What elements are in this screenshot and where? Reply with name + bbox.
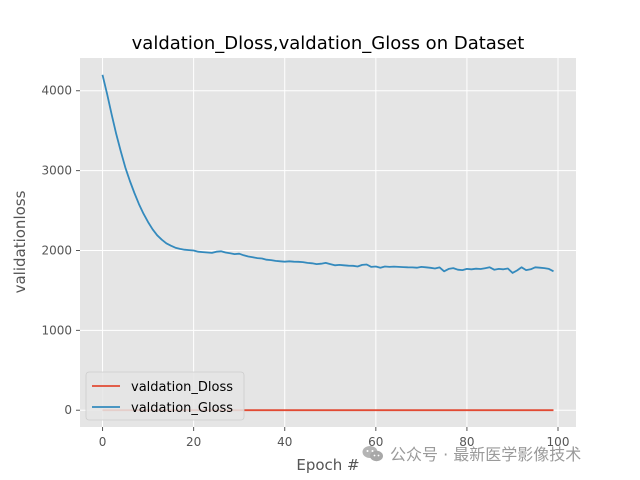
legend-box [85, 371, 245, 421]
x-tick-label: 0 [99, 435, 107, 449]
x-tick-label: 20 [186, 435, 201, 449]
x-tick-label: 100 [547, 435, 570, 449]
watermark: 公众号 · 最新医学影像技术 [362, 441, 581, 465]
x-axis-label: Epoch # [296, 456, 359, 474]
y-tick-label: 2000 [41, 243, 72, 257]
legend-label-gloss: valdation_Gloss [131, 401, 233, 416]
plot-area [80, 58, 576, 427]
x-tick-label: 80 [459, 435, 474, 449]
y-tick-label: 1000 [41, 323, 72, 337]
y-axis-label: validationloss [11, 190, 29, 293]
y-tick-label: 4000 [41, 84, 72, 98]
y-tick-label: 0 [64, 403, 72, 417]
wechat-icon [362, 446, 383, 462]
watermark-text: 公众号 · 最新医学影像技术 [390, 445, 582, 464]
legend: valdation_Dloss valdation_Gloss [85, 371, 245, 421]
chart-title: valdation_Dloss,valdation_Gloss on Datas… [132, 33, 525, 54]
x-tick-label: 60 [368, 435, 383, 449]
series-line-gloss [101, 74, 554, 274]
legend-label-dloss: valdation_Dloss [131, 380, 233, 395]
y-tick-label: 3000 [41, 164, 72, 178]
x-tick-label: 40 [277, 435, 292, 449]
